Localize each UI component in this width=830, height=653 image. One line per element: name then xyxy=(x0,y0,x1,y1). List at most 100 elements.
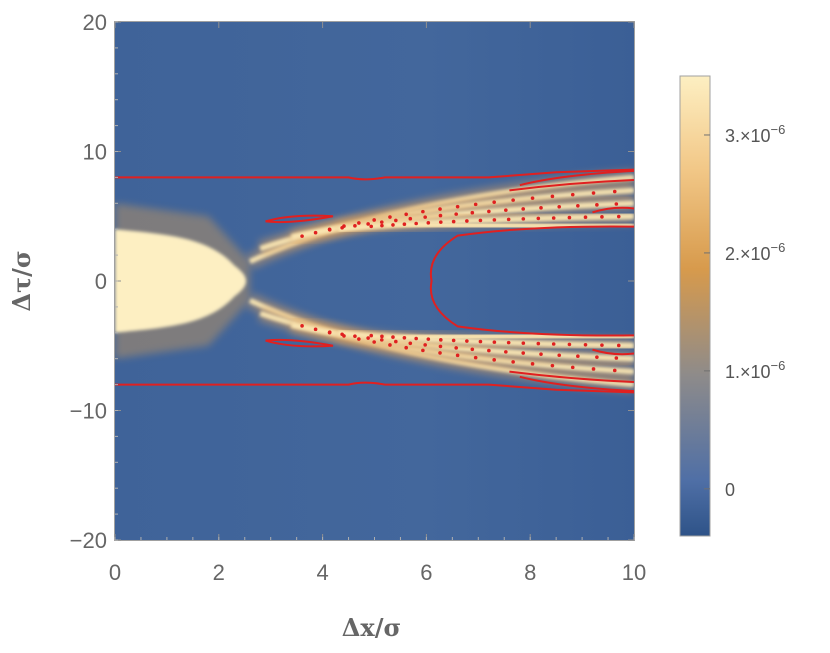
contour-dot xyxy=(421,209,425,214)
contour-dot xyxy=(570,192,575,197)
contour-dot xyxy=(539,352,543,356)
contour-dot xyxy=(616,214,621,219)
contour-dot xyxy=(313,327,318,332)
contour-loop xyxy=(265,338,334,348)
contour-dot xyxy=(402,336,407,340)
plot-frame xyxy=(114,21,635,541)
contour-dot xyxy=(614,356,619,360)
contour-dot xyxy=(612,368,617,373)
contour-dot xyxy=(451,219,456,224)
contour-dot xyxy=(567,342,572,347)
contour-dot xyxy=(536,341,541,346)
colorbar: 0 1.×10−6 2.×10−6 3.×10−6 xyxy=(679,75,786,537)
contour-dot xyxy=(438,220,443,224)
contour-dot xyxy=(478,339,483,344)
contour-dot xyxy=(388,343,392,347)
contour-dot xyxy=(600,343,604,347)
contour-dot xyxy=(511,360,515,364)
contour-dot xyxy=(426,221,431,225)
contour-dot xyxy=(600,215,604,219)
contour-dot xyxy=(404,212,408,217)
contour-dot xyxy=(521,217,526,221)
contour-dot xyxy=(438,207,442,211)
y-tick-label: −20 xyxy=(70,528,107,553)
y-tick-label: 20 xyxy=(83,10,107,35)
colorbar-tick-label: 1.×10−6 xyxy=(725,358,785,382)
contour-dot xyxy=(595,355,599,359)
contour-dot xyxy=(327,330,332,335)
contour-dot xyxy=(414,336,418,341)
contour-dot xyxy=(402,222,407,226)
contour-dot xyxy=(567,215,572,220)
contour-dot xyxy=(421,348,425,353)
contour-dot xyxy=(300,234,304,238)
contour-dot xyxy=(530,196,535,200)
contour-dot xyxy=(557,353,562,358)
contour-dot xyxy=(451,338,456,343)
contour-dot xyxy=(591,191,596,195)
contour-dot xyxy=(388,215,392,219)
contour-dot xyxy=(473,355,478,360)
axes: 0 2 4 6 8 10 20 10 0 −10 −20 Δx/σ Δτ/σ xyxy=(7,10,646,642)
x-tick-label: 6 xyxy=(420,560,432,585)
contour-parabola xyxy=(429,225,634,337)
contour-dot xyxy=(408,341,413,346)
contour-dot xyxy=(551,216,556,220)
contour-dot xyxy=(414,221,418,226)
contour-dot xyxy=(454,346,458,350)
contour-dot xyxy=(438,344,443,349)
contour-dot xyxy=(506,217,511,222)
contour-dot xyxy=(391,335,395,339)
contour-dot xyxy=(473,202,478,207)
x-axis-title: Δx/σ xyxy=(342,613,401,642)
contour-dot xyxy=(492,340,497,344)
contour-dot xyxy=(438,351,442,355)
contour-dot xyxy=(612,189,617,194)
contour-dot xyxy=(591,367,596,371)
contour-fringe-edge xyxy=(509,169,634,214)
x-tick-label: 8 xyxy=(524,560,536,585)
contour-dot xyxy=(530,362,535,366)
colorbar-tick-exponent: −6 xyxy=(771,122,786,137)
contour-dot xyxy=(313,230,318,235)
contour-dot xyxy=(550,194,555,199)
contour-dot xyxy=(504,350,508,354)
contour-dot xyxy=(583,215,588,220)
contour-dot xyxy=(570,365,575,370)
contour-dot xyxy=(366,222,370,226)
contour-dot xyxy=(391,223,395,227)
contour-dot xyxy=(539,206,543,210)
contour-dot xyxy=(492,218,497,222)
contour-dot xyxy=(357,221,361,225)
x-tick-label: 4 xyxy=(316,560,328,585)
contour-dot xyxy=(492,358,496,362)
contour-dot xyxy=(369,333,374,338)
contour-dot xyxy=(423,343,427,347)
x-tick-label: 2 xyxy=(213,560,225,585)
contour-dot xyxy=(353,334,357,338)
contour-dot xyxy=(379,220,384,224)
contour-dot xyxy=(380,334,384,339)
contour-dot xyxy=(438,338,443,342)
contour-dot xyxy=(366,336,370,340)
central-bright-band xyxy=(115,229,247,333)
y-tick-label: 0 xyxy=(95,269,107,294)
contour-loop xyxy=(265,214,334,224)
plot-area xyxy=(115,22,634,540)
contour-dot xyxy=(454,212,458,216)
contour-dot xyxy=(455,204,460,209)
contour-dot xyxy=(379,338,384,342)
contour-dot xyxy=(465,219,469,223)
contour-dot xyxy=(521,207,526,211)
contour-dot xyxy=(340,225,344,230)
contour-dot xyxy=(394,218,398,223)
contour-dot xyxy=(465,339,469,343)
contour-dot xyxy=(614,202,619,206)
contour-dot xyxy=(300,324,304,328)
contour-dot xyxy=(470,347,475,352)
colorbar-gradient xyxy=(679,75,711,537)
contour-dot xyxy=(438,213,443,218)
y-tick-label: 10 xyxy=(83,140,107,165)
